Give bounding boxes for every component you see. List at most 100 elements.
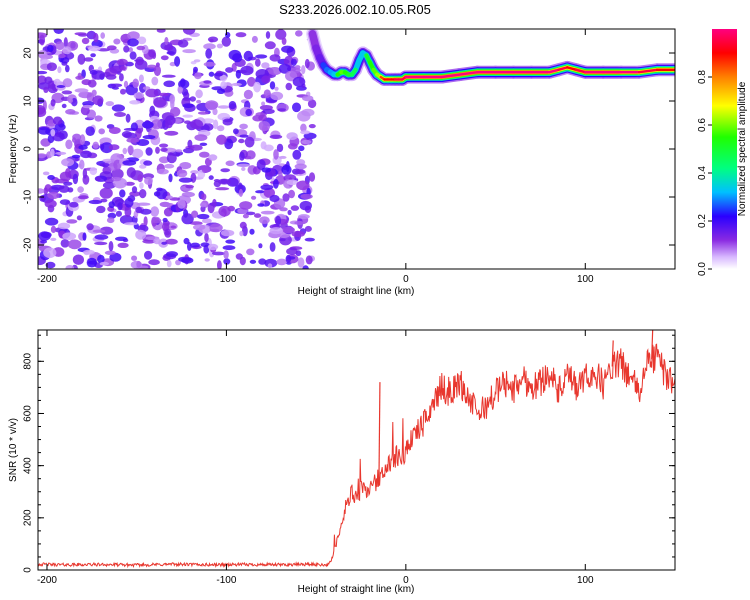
noise-speckle (161, 241, 168, 245)
noise-speckle (216, 43, 223, 49)
noise-speckle (304, 237, 315, 242)
noise-speckle (92, 141, 99, 149)
noise-speckle (239, 151, 245, 161)
noise-speckle (126, 137, 140, 143)
noise-speckle (264, 41, 276, 50)
noise-speckle (136, 260, 142, 268)
snr-panel: -200 -100 0 100 0 200 400 600 800 Height of stra… (8, 329, 676, 595)
noise-speckle (46, 62, 58, 71)
noise-speckle (55, 151, 67, 155)
noise-speckle (97, 254, 105, 264)
x-tick-label: 100 (577, 274, 594, 285)
noise-speckle (287, 209, 292, 216)
noise-speckle (117, 242, 129, 248)
noise-speckle (61, 90, 73, 95)
noise-speckle (63, 37, 68, 49)
noise-speckle (121, 131, 132, 138)
noise-speckle (99, 163, 110, 167)
noise-speckle (225, 160, 235, 167)
noise-speckle (133, 92, 145, 99)
noise-speckle (132, 78, 139, 89)
noise-speckle (108, 127, 121, 134)
noise-speckle (177, 39, 189, 48)
noise-speckle (261, 75, 271, 84)
noise-speckle (123, 45, 130, 53)
noise-speckle (182, 49, 196, 54)
noise-speckle (208, 154, 218, 161)
y-tick-label: 200 (23, 509, 34, 526)
noise-speckle (209, 38, 214, 43)
noise-speckle (182, 103, 194, 109)
noise-speckle (151, 217, 162, 224)
noise-speckle (114, 112, 126, 117)
noise-speckle (43, 247, 57, 259)
noise-speckle (142, 239, 156, 244)
noise-speckle (265, 31, 271, 39)
noise-speckle (62, 78, 73, 88)
ridge-segment (557, 66, 569, 72)
noise-speckle (305, 255, 313, 265)
noise-speckle (278, 163, 286, 167)
noise-speckle (65, 139, 73, 150)
noise-speckle (42, 171, 50, 176)
colorbar-tick-label: 0.0 (697, 262, 708, 276)
noise-speckle (199, 142, 208, 146)
noise-speckle (288, 189, 295, 199)
noise-speckle (239, 230, 244, 237)
noise-speckle (166, 152, 177, 164)
noise-speckle (189, 144, 203, 151)
noise-speckle (202, 218, 212, 224)
noise-speckle (182, 29, 196, 35)
noise-speckle (215, 187, 230, 191)
noise-speckle (296, 180, 310, 191)
noise-speckle (137, 174, 143, 183)
noise-speckle (142, 121, 154, 129)
noise-speckle (131, 186, 138, 194)
noise-speckle (245, 108, 252, 117)
noise-speckle (77, 195, 89, 200)
noise-speckle (207, 243, 219, 251)
noise-speckle (54, 123, 66, 131)
noise-speckle (282, 193, 290, 202)
noise-speckle (38, 50, 48, 59)
x-tick-label: -100 (216, 575, 236, 586)
snr-x-axis-label: Height of straight line (km) (298, 584, 415, 595)
noise-speckle (254, 58, 261, 67)
noise-speckle (125, 113, 131, 123)
noise-speckle (109, 252, 122, 262)
noise-speckle (83, 57, 94, 62)
noise-speckle (214, 72, 224, 77)
noise-speckle (177, 86, 184, 94)
noise-speckle (203, 80, 212, 84)
snr-marks (38, 330, 675, 569)
noise-speckle (203, 61, 216, 67)
noise-speckle (105, 74, 117, 80)
colorbar-ticks: 0.0 0.2 0.4 0.6 0.8 (697, 70, 712, 276)
noise-speckle (170, 225, 177, 229)
noise-speckle (220, 81, 227, 89)
noise-speckle (174, 56, 181, 67)
noise-speckle (100, 142, 113, 154)
noise-speckle (258, 114, 267, 121)
noise-speckle (72, 137, 77, 143)
noise-speckle (77, 186, 84, 193)
noise-speckle (222, 245, 236, 251)
noise-speckle (112, 86, 119, 90)
noise-speckle (175, 151, 181, 157)
noise-speckle (90, 53, 96, 58)
noise-speckle (263, 89, 271, 98)
noise-speckle (143, 216, 148, 227)
noise-speckle (297, 257, 305, 268)
noise-speckle (39, 195, 46, 202)
noise-speckle (274, 86, 279, 91)
noise-speckle (99, 187, 113, 199)
noise-speckle (273, 149, 279, 160)
spectrogram-marks (38, 29, 675, 269)
noise-speckle (161, 74, 176, 78)
noise-speckle (249, 259, 257, 264)
noise-speckle (119, 189, 126, 198)
noise-speckle (127, 31, 140, 40)
noise-speckle (57, 66, 62, 74)
noise-speckle (181, 88, 189, 96)
noise-speckle (52, 116, 63, 125)
